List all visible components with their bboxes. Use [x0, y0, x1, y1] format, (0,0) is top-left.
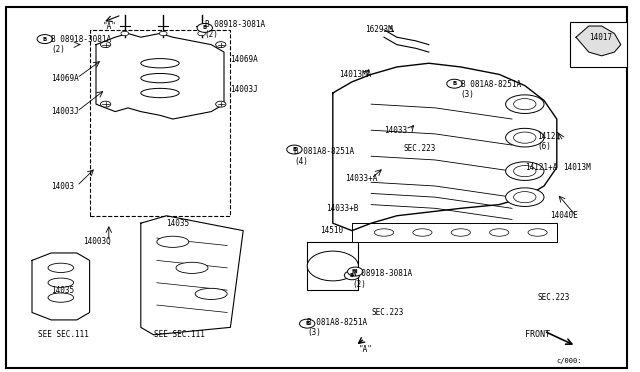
Circle shape — [348, 267, 363, 276]
Circle shape — [307, 251, 358, 281]
Circle shape — [300, 319, 315, 328]
Ellipse shape — [451, 229, 470, 236]
Circle shape — [447, 79, 462, 88]
Text: B 081A8-8251A
(3): B 081A8-8251A (3) — [307, 318, 367, 337]
Text: B: B — [43, 36, 47, 42]
Circle shape — [216, 42, 226, 48]
Ellipse shape — [48, 293, 74, 302]
Text: B: B — [350, 273, 354, 278]
Circle shape — [197, 23, 212, 32]
Text: 14035: 14035 — [51, 286, 74, 295]
Text: 14003Q: 14003Q — [83, 237, 111, 246]
Ellipse shape — [141, 89, 179, 98]
Text: 14069A: 14069A — [51, 74, 79, 83]
Text: 14035: 14035 — [166, 219, 189, 228]
Text: SEC.223: SEC.223 — [371, 308, 404, 317]
Ellipse shape — [513, 166, 536, 177]
Text: FRONT: FRONT — [525, 330, 550, 339]
Text: N: N — [353, 269, 358, 274]
Text: "A": "A" — [358, 345, 372, 354]
Ellipse shape — [176, 262, 208, 273]
Circle shape — [100, 42, 111, 48]
Circle shape — [344, 271, 360, 280]
Ellipse shape — [48, 263, 74, 272]
Text: "A": "A" — [102, 22, 116, 31]
Circle shape — [37, 35, 52, 44]
Text: 14510: 14510 — [320, 226, 343, 235]
Ellipse shape — [513, 132, 536, 143]
Text: 14033: 14033 — [384, 126, 407, 135]
Polygon shape — [576, 26, 621, 56]
Text: 14003: 14003 — [51, 182, 74, 190]
Text: 14121+A: 14121+A — [525, 163, 557, 172]
Text: B: B — [203, 25, 207, 31]
Ellipse shape — [413, 229, 432, 236]
Text: 16293M: 16293M — [365, 25, 392, 34]
Ellipse shape — [506, 95, 544, 113]
Text: B: B — [292, 147, 296, 152]
Circle shape — [198, 31, 205, 36]
Circle shape — [100, 101, 111, 107]
Text: B 08918-3081A
(2): B 08918-3081A (2) — [51, 35, 111, 54]
Text: SEC.223: SEC.223 — [538, 293, 570, 302]
Text: SEE SEC.111: SEE SEC.111 — [154, 330, 204, 339]
Ellipse shape — [141, 74, 179, 83]
Text: B: B — [452, 81, 456, 86]
Text: 14033+A: 14033+A — [346, 174, 378, 183]
Ellipse shape — [48, 278, 74, 287]
Ellipse shape — [513, 99, 536, 110]
Text: N 08918-3081A
(2): N 08918-3081A (2) — [352, 269, 412, 289]
Circle shape — [287, 145, 302, 154]
Ellipse shape — [506, 128, 544, 147]
Circle shape — [159, 31, 167, 36]
Circle shape — [216, 101, 226, 107]
Text: 14003J: 14003J — [230, 85, 258, 94]
Ellipse shape — [528, 229, 547, 236]
Text: c/000:: c/000: — [557, 358, 582, 364]
Text: 14017: 14017 — [589, 33, 612, 42]
Ellipse shape — [490, 229, 509, 236]
Text: 14069A: 14069A — [230, 55, 258, 64]
Text: 14003J: 14003J — [51, 107, 79, 116]
Text: B 081A8-8251A
(3): B 081A8-8251A (3) — [461, 80, 521, 99]
Text: SEE SEC.111: SEE SEC.111 — [38, 330, 89, 339]
Text: B 081A8-8251A
(4): B 081A8-8251A (4) — [294, 147, 355, 166]
Ellipse shape — [141, 59, 179, 68]
Text: 14013M: 14013M — [563, 163, 591, 172]
Text: 14033+B: 14033+B — [326, 204, 359, 213]
Text: B 08918-3081A
(2): B 08918-3081A (2) — [205, 20, 265, 39]
Ellipse shape — [513, 192, 536, 203]
Circle shape — [121, 31, 129, 36]
Text: B: B — [305, 321, 309, 326]
Ellipse shape — [506, 188, 544, 206]
Ellipse shape — [374, 229, 394, 236]
Text: 14121
(6): 14121 (6) — [538, 132, 561, 151]
Text: 14040E: 14040E — [550, 211, 578, 220]
Text: SEC.223: SEC.223 — [403, 144, 436, 153]
Bar — [570, 22, 627, 67]
Ellipse shape — [506, 162, 544, 180]
Ellipse shape — [157, 236, 189, 247]
Text: 14013MA: 14013MA — [339, 70, 372, 79]
Ellipse shape — [195, 288, 227, 299]
